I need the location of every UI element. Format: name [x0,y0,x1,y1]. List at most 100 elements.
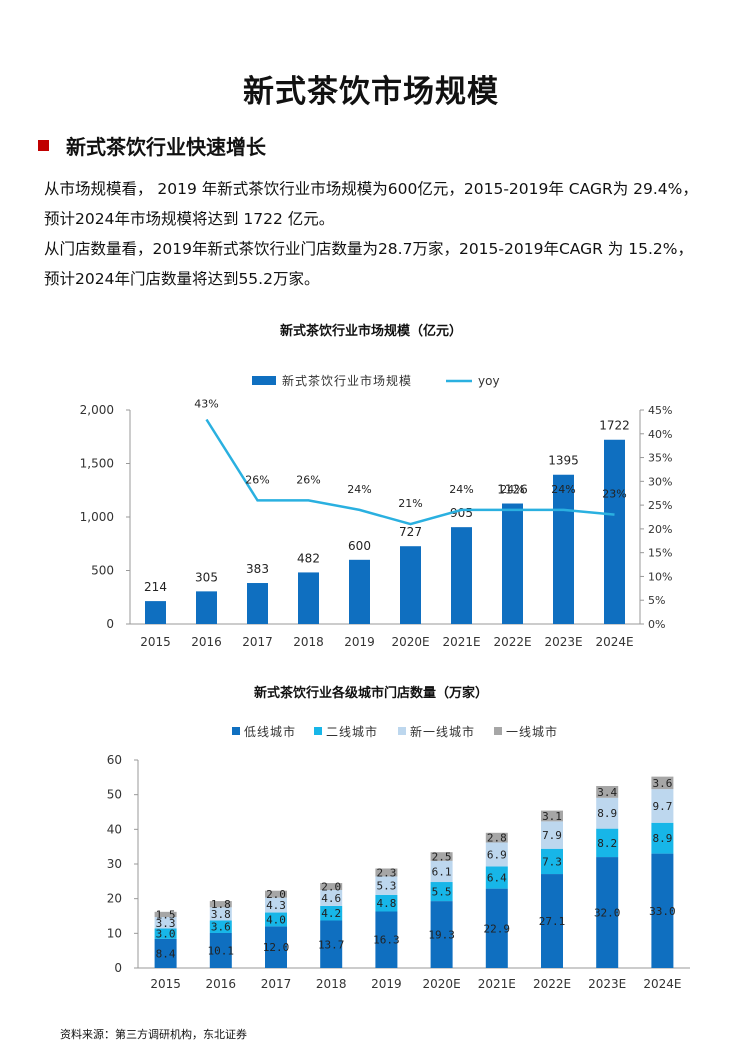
stack-value-label: 6.4 [487,872,507,885]
stack-segment [154,917,177,929]
stack-segment [265,890,287,898]
y-tick-label: 10 [107,926,122,940]
yoy-label: 21% [398,497,422,510]
stack-value-label: 7.3 [542,855,562,868]
x-tick-label: 2016 [191,635,222,649]
y2-tick-label: 5% [648,594,665,607]
stack-segment [375,876,398,895]
x-tick-label: 2020E [391,635,429,649]
source-note: 资料来源：第三方调研机构，东北证券 [60,1028,247,1041]
y2-tick-label: 0% [648,618,665,631]
y2-tick-label: 15% [648,547,672,560]
summary-line: 从市场规模看， 2019 年新式茶饮行业市场规模为600亿元，2015-2019… [44,180,698,198]
y2-tick-label: 35% [648,452,672,465]
legend-swatch-tier [398,727,406,735]
market-value-label: 482 [297,551,320,565]
stack-value-label: 4.8 [376,897,396,910]
x-tick-label: 2016 [206,977,237,991]
section-heading-text: 新式茶饮行业快速增长 [66,135,266,159]
stack-segment [596,786,619,798]
page-title: 新式茶饮市场规模 [243,74,499,110]
section-bullet [38,140,49,151]
market-value-label: 727 [399,525,422,539]
summary-line: 从门店数量看，2019年新式茶饮行业门店数量为28.7万家，2015-2019年… [44,240,693,258]
x-tick-label: 2018 [293,635,324,649]
stack-value-label: 16.3 [373,934,400,947]
stack-value-label: 2.8 [487,832,507,845]
stack-value-label: 8.4 [156,947,176,960]
stack-segment [651,789,674,823]
stack-value-label: 3.1 [542,810,562,823]
summary-paragraphs: 从市场规模看， 2019 年新式茶饮行业市场规模为600亿元，2015-2019… [44,174,734,294]
market-bar [298,572,319,624]
stack-value-label: 2.5 [432,851,452,864]
market-bar [502,503,523,624]
stack-segment [430,860,453,883]
x-tick-label: 2024E [595,635,633,649]
stack-value-label: 3.0 [156,928,176,941]
market-chart-title: 新式茶饮行业市场规模（亿元） [279,324,462,339]
stack-segment [154,938,177,968]
yoy-label: 24% [347,483,371,496]
market-size-chart: 新式茶饮行业市场规模 yoy 0 500 1,000 1,500 2,000 0% 5% 10% 1… [80,373,673,649]
legend-label-tier: 低线城市 [244,724,296,739]
x-tick-label: 2021E [442,635,480,649]
yoy-label: 26% [296,473,320,486]
stack-segment [320,920,343,968]
stack-segment [320,883,343,890]
stack-segment [541,848,563,875]
stack-value-label: 33.0 [649,905,676,918]
stack-segment [596,828,619,858]
stack-value-label: 3.8 [211,908,231,921]
y2-tick-label: 25% [648,499,672,512]
yoy-label: 24% [551,483,575,496]
stack-segment [209,901,232,908]
stack-segment [154,911,177,918]
x-tick-label: 2019 [371,977,402,991]
stack-segment [375,894,398,912]
stack-segment [651,776,674,790]
stack-segment [485,832,508,843]
y-tick-label: 40 [107,822,122,836]
market-value-label: 1722 [599,419,630,433]
stack-segment [209,920,232,933]
stack-segment [541,810,563,822]
stack-value-label: 3.3 [156,917,176,930]
market-bar [451,527,472,624]
stack-value-label: 4.0 [266,913,286,926]
stack-value-label: 6.1 [432,865,452,878]
stack-value-label: 4.3 [266,899,286,912]
y2-tick-label: 30% [648,475,672,488]
market-bar [604,439,625,624]
yoy-label: 24% [500,483,524,496]
y-tick-label: 2,000 [80,403,114,417]
y-tick-label: 500 [91,564,114,578]
y-tick-label: 30 [107,857,122,871]
market-bar [196,591,217,624]
summary-line: 预计2024年门店数量将达到55.2万家。 [44,270,320,288]
stack-value-label: 8.9 [597,807,617,820]
stack-value-label: 3.6 [211,921,231,934]
stack-value-label: 9.7 [652,800,672,813]
stack-value-label: 22.9 [484,922,511,935]
y-tick-label: 1,000 [80,510,114,524]
legend-swatch-tier [232,727,240,735]
stack-segment [651,822,674,854]
stack-value-label: 5.3 [376,880,396,893]
legend-label-market: 新式茶饮行业市场规模 [282,373,412,388]
stack-segment [430,882,453,902]
stack-value-label: 7.9 [542,829,562,842]
x-tick-label: 2024E [643,977,681,991]
stack-segment [209,907,232,921]
stack-segment [485,888,508,968]
market-bar [349,559,370,624]
legend-label-yoy: yoy [478,374,500,388]
market-bar [247,583,268,624]
market-value-label: 1395 [548,454,579,468]
x-tick-label: 2015 [140,635,171,649]
stack-segment [375,868,398,877]
stack-segment [541,821,563,849]
stack-segment [265,926,287,968]
market-value-label: 1126 [497,483,528,497]
x-tick-label: 2022E [533,977,571,991]
